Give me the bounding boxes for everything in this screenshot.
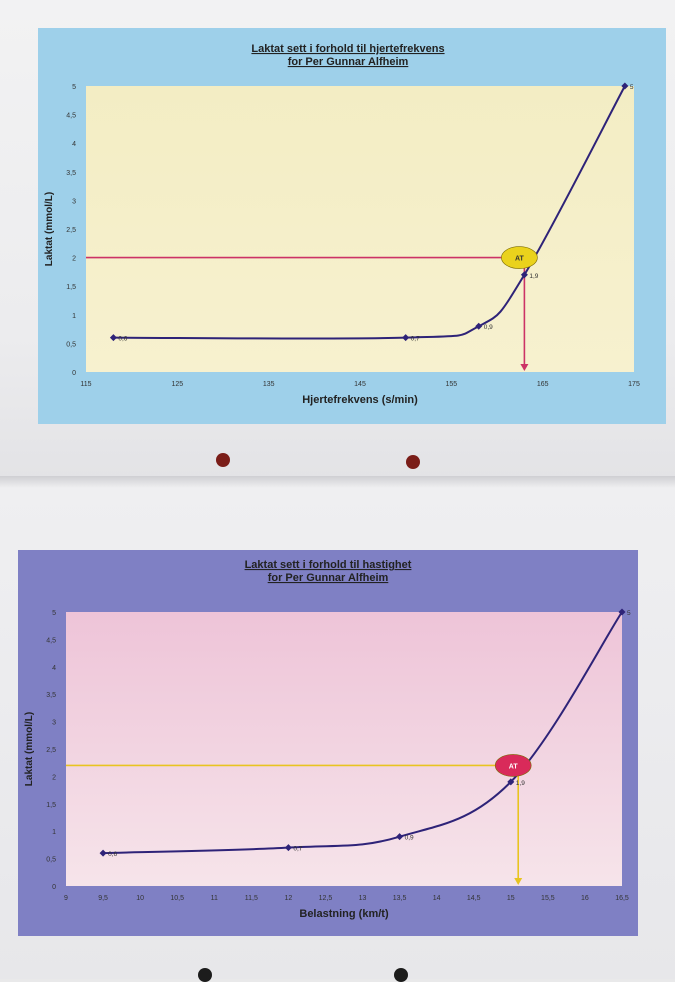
x-tick-label: 9 [64, 895, 68, 902]
x-tick-label: 10 [136, 895, 144, 902]
x-axis-label: Belastning (km/t) [299, 908, 389, 920]
data-label: 1,9 [516, 780, 525, 787]
data-label: 0,7 [293, 846, 302, 853]
data-label: 1,9 [529, 273, 538, 280]
y-tick-label: 0,5 [46, 857, 56, 864]
x-tick-label: 13,5 [393, 895, 407, 902]
data-label: 0,9 [405, 835, 414, 842]
y-tick-label: 4,5 [66, 113, 76, 120]
y-tick-label: 5 [52, 610, 56, 617]
heart-rate-lactate-chart: Laktat sett i forhold til hjertefrekvens… [38, 28, 666, 424]
x-tick-label: 12,5 [319, 895, 333, 902]
x-tick-label: 16,5 [615, 895, 629, 902]
data-point [475, 322, 483, 330]
y-tick-label: 4 [72, 141, 76, 148]
y-tick-label: 3 [52, 720, 56, 727]
punch-hole-left-bottom [198, 968, 212, 982]
data-point [99, 849, 107, 857]
x-tick-label: 16 [581, 895, 589, 902]
y-tick-label: 5 [72, 84, 76, 91]
x-tick-label: 14,5 [467, 895, 481, 902]
data-label: 5 [630, 84, 634, 91]
chart-title-line-1: Laktat sett i forhold til hastighet [245, 559, 412, 571]
y-tick-label: 1 [72, 313, 76, 320]
x-tick-label: 12 [285, 895, 293, 902]
x-tick-label: 165 [537, 381, 549, 388]
y-axis-label: Laktat (mmol/L) [44, 192, 55, 266]
x-tick-label: 115 [80, 381, 91, 388]
y-tick-label: 4 [52, 665, 56, 672]
y-tick-label: 4,5 [46, 637, 56, 644]
data-point [284, 844, 292, 852]
x-tick-label: 155 [445, 381, 457, 388]
x-tick-label: 175 [628, 381, 640, 388]
y-tick-label: 0 [52, 884, 56, 891]
data-point [520, 271, 528, 279]
threshold-arrow-head [514, 878, 523, 885]
data-label: 0,6 [108, 851, 117, 858]
x-tick-label: 135 [263, 381, 275, 388]
y-tick-label: 1,5 [46, 802, 56, 809]
y-tick-label: 1,5 [66, 284, 76, 291]
y-tick-label: 3,5 [66, 170, 76, 177]
data-point [507, 778, 515, 786]
y-tick-label: 0,5 [66, 341, 76, 348]
x-tick-label: 15,5 [541, 895, 555, 902]
anaerobic-threshold-marker [501, 246, 538, 269]
y-tick-label: 2,5 [46, 747, 56, 754]
data-point [402, 334, 410, 342]
threshold-arrow-head [520, 364, 529, 371]
data-point [621, 82, 629, 90]
data-point [109, 334, 117, 342]
y-tick-label: 0 [72, 370, 76, 377]
data-point [396, 833, 404, 841]
y-tick-label: 2 [52, 774, 56, 781]
x-tick-label: 13 [359, 895, 367, 902]
x-tick-label: 10,5 [170, 895, 184, 902]
data-label: 0,9 [484, 324, 493, 331]
data-point [618, 608, 626, 616]
x-tick-label: 11 [211, 895, 218, 902]
paper-fold [0, 476, 675, 490]
data-label: 5 [627, 610, 631, 617]
x-tick-label: 9,5 [98, 895, 108, 902]
y-tick-label: 3 [72, 198, 76, 205]
plot-area [86, 86, 634, 372]
anaerobic-threshold-label: AT [509, 763, 519, 770]
chart-title-line-1: Laktat sett i forhold til hjertefrekvens [251, 43, 444, 55]
data-label: 0,7 [411, 336, 420, 343]
chart-title-line-2: for Per Gunnar Alfheim [268, 572, 389, 584]
anaerobic-threshold-label: AT [515, 256, 525, 263]
y-tick-label: 2 [72, 256, 76, 263]
anaerobic-threshold-marker [494, 754, 532, 777]
x-tick-label: 125 [171, 381, 183, 388]
y-tick-label: 2,5 [66, 227, 76, 234]
lactate-curve [113, 85, 626, 340]
x-tick-label: 15 [507, 895, 515, 902]
plot-area [66, 612, 622, 886]
x-tick-label: 11,5 [245, 895, 258, 902]
x-tick-label: 145 [354, 381, 366, 388]
data-label: 0,6 [118, 336, 127, 343]
x-axis-label: Hjertefrekvens (s/min) [302, 394, 418, 406]
y-tick-label: 3,5 [46, 692, 56, 699]
punch-hole-right [406, 455, 420, 469]
y-axis-label: Laktat (mmol/L) [24, 712, 35, 786]
x-tick-label: 14 [433, 895, 441, 902]
punch-hole-left [216, 453, 230, 467]
y-tick-label: 1 [52, 829, 56, 836]
punch-hole-right-bottom [394, 968, 408, 982]
chart-title-line-2: for Per Gunnar Alfheim [288, 56, 409, 68]
